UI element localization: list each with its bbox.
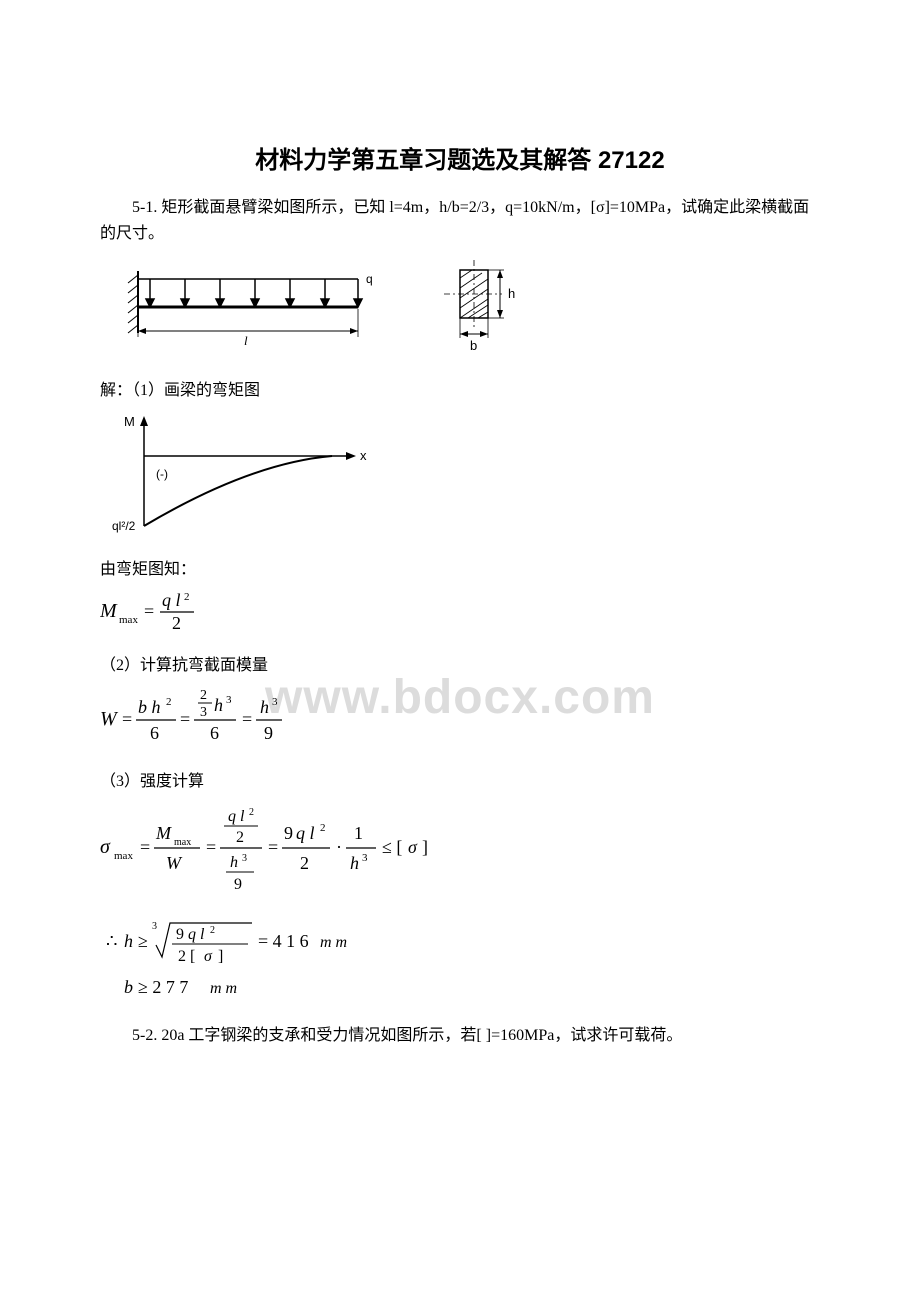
svg-text:3: 3 <box>242 853 247 864</box>
svg-text:σ: σ <box>408 837 418 857</box>
svg-text:=: = <box>268 837 278 857</box>
step-3: （3）强度计算 <box>100 767 820 791</box>
svg-text:]: ] <box>422 837 428 857</box>
step-1: 解：（1）画梁的弯矩图 <box>100 376 820 400</box>
svg-text:2: 2 <box>249 807 254 818</box>
svg-text:2: 2 <box>320 822 326 834</box>
cross-section-diagram: h b <box>430 256 540 356</box>
svg-text:b h: b h <box>138 697 161 717</box>
svg-text:3: 3 <box>152 921 157 932</box>
svg-text:max: max <box>114 850 133 862</box>
svg-text:3: 3 <box>226 694 232 706</box>
svg-text:q l: q l <box>188 926 205 943</box>
svg-text:6: 6 <box>150 723 159 743</box>
problem-5-2-text: 5-2. 20a 工字钢梁的支承和受力情况如图所示，若[ ]=160MPa，试求… <box>100 1023 820 1049</box>
svg-text:2: 2 <box>210 925 215 936</box>
svg-text:m m: m m <box>210 980 237 997</box>
svg-text:max: max <box>119 614 138 626</box>
svg-text:b: b <box>124 977 133 997</box>
svg-text:≤ [: ≤ [ <box>382 837 402 857</box>
svg-text:=: = <box>206 837 216 857</box>
svg-text:=: = <box>140 837 150 857</box>
equation-4: ∴ h ≥ 3 9 q l 2 2 [ σ ] = 4 1 6 m m b ≥ … <box>100 909 820 1009</box>
svg-text:·: · <box>336 837 342 857</box>
svg-text:6: 6 <box>210 723 219 743</box>
moment-diagram: M x (-) ql²/2 <box>110 408 380 538</box>
page-content: 材料力学第五章习题选及其解答 27122 5-1. 矩形截面悬臂梁如图所示，已知… <box>100 140 820 1049</box>
moment-caption: 由弯矩图知： <box>100 555 820 579</box>
equation-2: W = b h 2 6 = 2 3 h 3 6 = h 3 9 <box>100 683 820 753</box>
svg-text:q l: q l <box>296 823 315 843</box>
svg-text:3: 3 <box>362 852 368 864</box>
svg-text:9: 9 <box>284 823 293 843</box>
svg-text:∴: ∴ <box>106 931 117 951</box>
svg-text:σ: σ <box>100 836 111 858</box>
svg-text:≥: ≥ <box>138 931 148 951</box>
moment-y-label: M <box>124 414 135 429</box>
problem-5-1-text: 5-1. 矩形截面悬臂梁如图所示，已知 l=4m，h/b=2/3，q=10kN/… <box>100 195 820 246</box>
svg-text:h: h <box>260 697 269 717</box>
svg-text:1: 1 <box>354 823 363 843</box>
svg-text:h: h <box>230 854 238 871</box>
section-b-label: b <box>470 338 477 353</box>
svg-text:M: M <box>155 823 172 843</box>
svg-text:2: 2 <box>300 853 309 873</box>
svg-text:q l: q l <box>162 590 181 610</box>
problem-5-1-body: 矩形截面悬臂梁如图所示，已知 l=4m，h/b=2/3，q=10kN/m，[σ]… <box>100 199 809 242</box>
svg-text:=: = <box>180 709 190 729</box>
equation-3: σ max = M max W = q l 2 2 h 3 9 = 9 q l … <box>100 799 820 895</box>
svg-text:m m: m m <box>320 934 347 951</box>
moment-sign: (-) <box>156 467 168 481</box>
svg-text:2: 2 <box>236 829 244 846</box>
section-h-label: h <box>508 286 515 301</box>
svg-text:9: 9 <box>234 876 242 893</box>
load-label-q: q <box>366 272 373 286</box>
svg-text:]: ] <box>218 948 223 965</box>
equation-1: M max = q l 2 2 <box>100 587 820 637</box>
svg-text:W: W <box>100 708 119 730</box>
problem-5-1-number: 5-1. <box>132 199 157 216</box>
svg-text:3: 3 <box>200 705 207 720</box>
svg-text:2: 2 <box>184 591 190 603</box>
svg-text:9: 9 <box>176 926 184 943</box>
svg-text:=: = <box>242 709 252 729</box>
svg-text:=: = <box>144 601 154 621</box>
svg-text:=: = <box>122 709 132 729</box>
svg-text:2: 2 <box>200 688 207 703</box>
svg-text:h: h <box>350 853 359 873</box>
svg-text:2: 2 <box>166 696 172 708</box>
length-label-l: l <box>244 333 248 348</box>
moment-x-label: x <box>360 448 367 463</box>
svg-text:h: h <box>124 931 133 951</box>
svg-text:= 4 1 6: = 4 1 6 <box>258 931 309 951</box>
beam-diagrams: q l <box>120 256 820 356</box>
svg-text:σ: σ <box>204 948 213 965</box>
problem-5-2-body: 20a 工字钢梁的支承和受力情况如图所示，若[ ]=160MPa，试求许可载荷。 <box>161 1027 682 1044</box>
svg-text:max: max <box>174 837 191 848</box>
svg-text:2: 2 <box>172 613 181 633</box>
svg-text:9: 9 <box>264 723 273 743</box>
moment-value: ql²/2 <box>112 519 136 533</box>
svg-text:3: 3 <box>272 696 278 708</box>
svg-text:M: M <box>100 600 118 622</box>
svg-text:q l: q l <box>228 808 245 825</box>
svg-text:2 [: 2 [ <box>178 948 195 965</box>
svg-text:≥ 2 7 7: ≥ 2 7 7 <box>138 977 188 997</box>
svg-text:h: h <box>214 695 223 715</box>
cantilever-beam-diagram: q l <box>120 261 390 351</box>
svg-text:W: W <box>166 853 183 873</box>
problem-5-2-number: 5-2. <box>132 1027 157 1044</box>
step-2: （2）计算抗弯截面模量 <box>100 651 820 675</box>
page-title: 材料力学第五章习题选及其解答 27122 <box>100 140 820 175</box>
